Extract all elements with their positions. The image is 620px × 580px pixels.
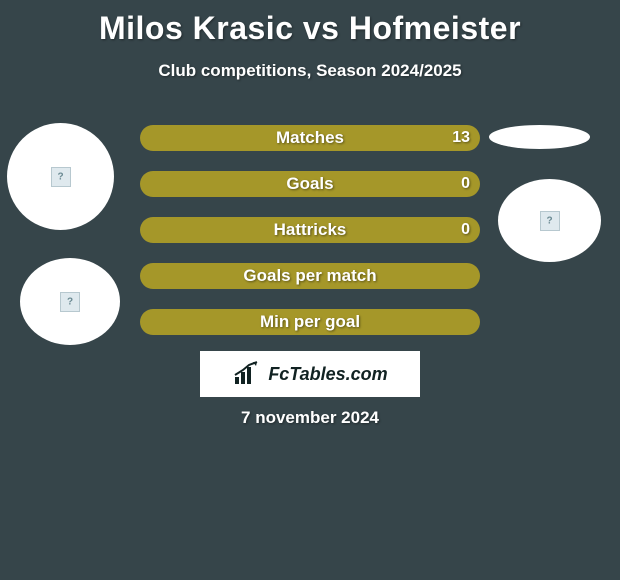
stat-row-goals: Goals 0: [140, 171, 480, 197]
stat-row-goals-per-match: Goals per match: [140, 263, 480, 289]
stat-value: 0: [461, 221, 470, 239]
stat-label: Goals: [286, 174, 333, 194]
stat-value: 13: [452, 129, 470, 147]
stat-label: Min per goal: [260, 312, 360, 332]
brand-chart-icon: [232, 361, 262, 387]
stat-label: Goals per match: [243, 266, 376, 286]
image-placeholder-icon: [51, 167, 71, 187]
brand-text: FcTables.com: [268, 364, 387, 385]
brand-box: FcTables.com: [200, 351, 420, 397]
stat-label: Hattricks: [274, 220, 347, 240]
image-placeholder-icon: [540, 211, 560, 231]
stats-container: Matches 13 Goals 0 Hattricks 0 Goals per…: [140, 125, 480, 355]
stat-row-min-per-goal: Min per goal: [140, 309, 480, 335]
stat-row-matches: Matches 13: [140, 125, 480, 151]
date-label: 7 november 2024: [0, 408, 620, 428]
image-placeholder-icon: [60, 292, 80, 312]
stat-label: Matches: [276, 128, 344, 148]
player1-badge: [20, 258, 120, 345]
player2-badge: [498, 179, 601, 262]
stat-row-hattricks: Hattricks 0: [140, 217, 480, 243]
stat-value: 0: [461, 175, 470, 193]
right-pill: [489, 125, 590, 149]
player1-avatar: [7, 123, 114, 230]
subtitle: Club competitions, Season 2024/2025: [0, 61, 620, 81]
page-title: Milos Krasic vs Hofmeister: [0, 0, 620, 47]
